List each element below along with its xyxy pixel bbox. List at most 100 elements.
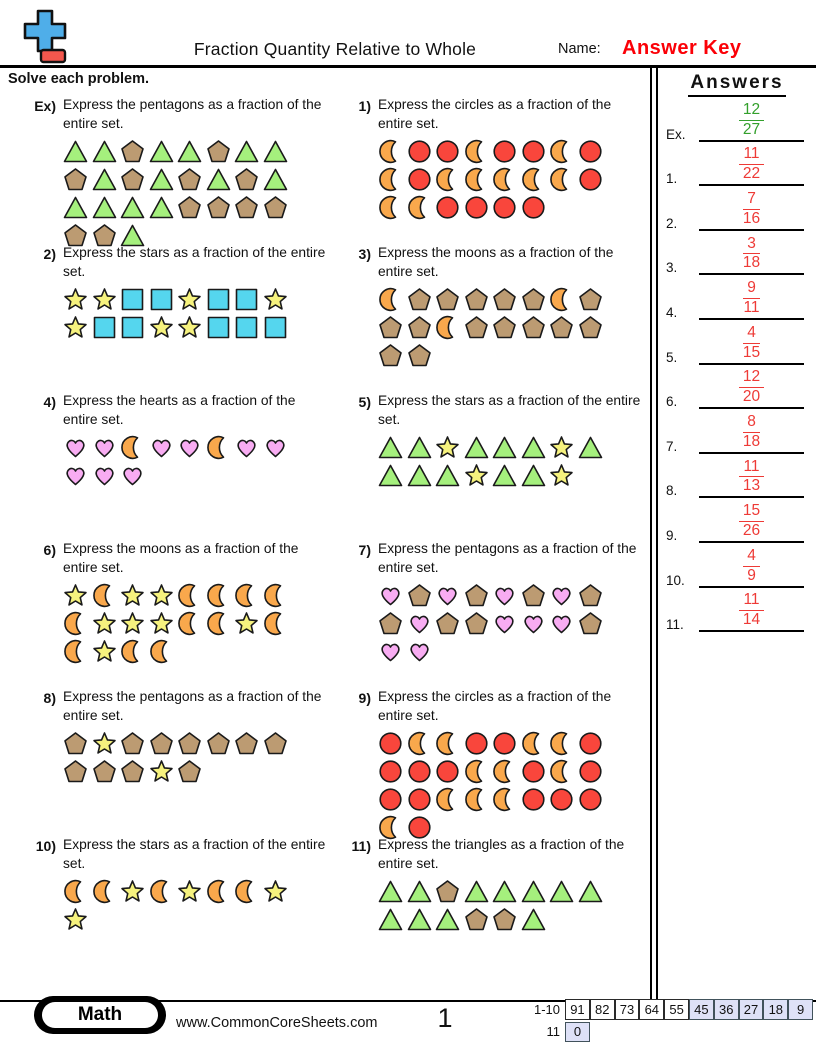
pentagon-icon — [436, 287, 459, 310]
shape-row — [63, 435, 331, 460]
heart-icon — [66, 439, 85, 457]
pentagon-icon — [149, 731, 173, 754]
pentagon-icon — [407, 287, 431, 310]
pentagon-icon — [493, 287, 516, 310]
score-cell: 91 — [565, 999, 590, 1020]
shape-row — [378, 879, 646, 904]
triangle-icon — [435, 464, 460, 486]
triangle-icon — [149, 196, 173, 218]
answer-blank-line: 3 18 — [699, 235, 804, 276]
instruction: Solve each problem. — [8, 71, 150, 87]
problem: 10) Express the stars as a fraction of t… — [20, 836, 335, 984]
pentagon-icon — [121, 139, 144, 162]
score-cell: 45 — [689, 999, 714, 1020]
moon-icon — [464, 787, 482, 811]
answer-label: 3. — [666, 260, 678, 276]
moon-icon — [149, 639, 167, 663]
shape-row — [63, 907, 331, 932]
problem-body: Express the circles as a fraction of the… — [378, 688, 646, 839]
pentagon-icon — [464, 287, 488, 310]
answers-divider — [650, 68, 658, 1000]
triangle-icon — [407, 880, 431, 902]
problem-question: Express the pentagons as a fraction of t… — [63, 689, 322, 723]
answer-entry: 4. 9 11 — [664, 275, 810, 320]
problem-body: Express the stars as a fraction of the e… — [378, 392, 646, 540]
answer-fraction: 4 15 — [742, 324, 761, 363]
triangle-icon — [407, 464, 431, 486]
heart-icon — [495, 587, 514, 605]
heart-icon — [180, 439, 199, 457]
triangle-icon — [177, 140, 202, 162]
shape-row — [378, 195, 646, 220]
moon-icon — [436, 167, 454, 191]
shape-row — [63, 223, 331, 248]
moon-icon — [121, 639, 139, 663]
triangle-icon — [92, 168, 116, 190]
score-cell: 64 — [639, 999, 665, 1020]
problem: 3) Express the moons as a fraction of th… — [335, 244, 650, 392]
circle-icon — [521, 139, 545, 163]
star-icon — [121, 583, 144, 606]
fraction-denominator: 16 — [742, 209, 761, 227]
star-icon — [178, 879, 201, 902]
heart-icon — [151, 439, 171, 457]
problem-question: Express the stars as a fraction of the e… — [63, 837, 326, 871]
heart-icon — [381, 643, 400, 661]
shape-row — [378, 287, 646, 312]
triangle-icon — [549, 880, 574, 902]
shape-row — [378, 731, 646, 756]
moon-icon — [206, 879, 224, 903]
square-icon — [150, 288, 172, 310]
moon-icon — [436, 731, 454, 755]
pentagon-icon — [379, 611, 402, 634]
pentagon-icon — [578, 287, 602, 310]
answer-label: 4. — [666, 304, 678, 320]
website-text: www.CommonCoreSheets.com — [176, 1015, 378, 1031]
pentagon-icon — [379, 343, 402, 366]
star-icon — [263, 287, 287, 310]
moon-icon — [550, 139, 568, 163]
answer-label: 2. — [666, 215, 678, 231]
pentagon-icon — [235, 167, 258, 190]
shape-row — [63, 139, 331, 164]
triangle-icon — [578, 436, 602, 458]
fraction-denominator: 9 — [747, 566, 756, 584]
pentagon-icon — [206, 195, 230, 218]
shape-row — [63, 731, 331, 756]
circle-icon — [407, 167, 431, 191]
heart-icon — [438, 587, 457, 605]
triangle-icon — [521, 880, 545, 902]
score-cell: 82 — [589, 999, 615, 1020]
answer-fraction: 11 14 — [739, 591, 764, 630]
moon-icon — [407, 195, 425, 219]
heart-icon — [381, 587, 400, 605]
answer-entry: 2. 7 16 — [664, 186, 810, 231]
answer-entry: 5. 4 15 — [664, 320, 810, 365]
circle-icon — [407, 139, 431, 163]
triangle-icon — [492, 436, 517, 458]
score-cell: 9 — [788, 999, 813, 1020]
answer-label: 9. — [666, 527, 678, 543]
pentagon-icon — [407, 583, 431, 606]
answer-fraction: 12 20 — [738, 368, 765, 407]
circle-icon — [379, 731, 402, 755]
problem-question: Express the hearts as a fraction of the … — [63, 393, 296, 427]
fraction-numerator: 4 — [742, 324, 761, 344]
problem-body: Express the stars as a fraction of the e… — [63, 836, 331, 984]
triangle-icon — [521, 436, 545, 458]
problem-body: Express the moons as a fraction of the e… — [378, 244, 646, 392]
pentagon-icon — [206, 139, 230, 162]
score-cell: 73 — [614, 999, 640, 1020]
problem: 7) Express the pentagons as a fraction o… — [335, 540, 650, 688]
star-icon — [436, 435, 459, 458]
answer-label: 10. — [666, 572, 685, 588]
moon-icon — [178, 583, 196, 607]
problem-question: Express the moons as a fraction of the e… — [378, 245, 614, 279]
star-icon — [550, 435, 573, 458]
shape-row — [378, 139, 646, 164]
pentagon-icon — [407, 343, 431, 366]
shape-row — [63, 463, 331, 488]
pentagon-icon — [178, 731, 201, 754]
heart-icon — [237, 439, 256, 457]
